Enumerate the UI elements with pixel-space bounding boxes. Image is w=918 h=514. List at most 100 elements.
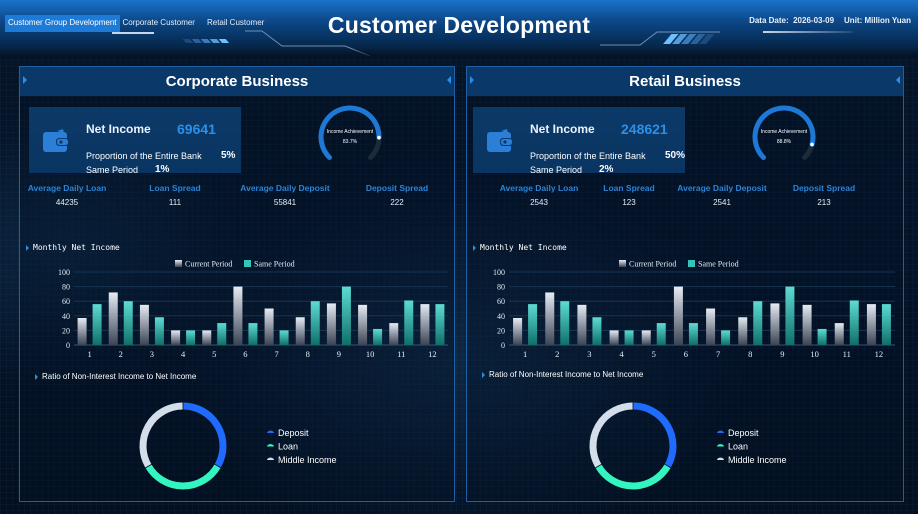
bar-same-period[interactable] <box>753 301 763 345</box>
bar-current-period[interactable] <box>673 286 683 345</box>
bar-current-period[interactable] <box>171 330 181 345</box>
bar-current-period[interactable] <box>77 317 87 345</box>
bar-same-period[interactable] <box>435 304 445 345</box>
bar-same-period[interactable] <box>217 323 227 345</box>
bar-current-period[interactable] <box>389 323 399 345</box>
stat-value: 2543 <box>530 198 548 207</box>
bar-current-period[interactable] <box>233 286 243 345</box>
legend-item-loan[interactable]: Loan <box>267 442 298 452</box>
bar-current-period[interactable] <box>706 308 716 346</box>
donut-segment-middle-income[interactable] <box>139 402 183 468</box>
legend-item-deposit[interactable]: Deposit <box>267 428 309 438</box>
svg-text:7: 7 <box>716 349 720 359</box>
bar-current-period[interactable] <box>295 317 305 345</box>
svg-text:4: 4 <box>619 349 624 359</box>
bar-same-period[interactable] <box>849 300 859 345</box>
income-achievement-gauge[interactable]: Income Achievement 88.8% <box>746 103 826 173</box>
bar-same-period[interactable] <box>123 301 133 345</box>
bar-same-period[interactable] <box>881 304 891 345</box>
non-interest-income-donut[interactable]: Deposit Loan Middle Income <box>467 367 903 497</box>
donut-segment-deposit[interactable] <box>183 402 227 468</box>
bar-same-period[interactable] <box>310 301 320 345</box>
legend-item-middle-income[interactable]: Middle Income <box>267 455 337 465</box>
bar-current-period[interactable] <box>577 304 587 345</box>
bar-same-period[interactable] <box>373 328 383 345</box>
svg-text:3: 3 <box>150 349 154 359</box>
bar-current-period[interactable] <box>139 304 149 345</box>
bar-same-period[interactable] <box>404 300 414 345</box>
bar-same-period[interactable] <box>592 317 602 345</box>
legend-item-loan[interactable]: Loan <box>717 442 748 452</box>
gauge-value: 83.7% <box>343 139 358 145</box>
donut-segment-loan[interactable] <box>595 464 671 490</box>
stat-value: 55841 <box>273 198 297 207</box>
svg-text:0: 0 <box>66 341 70 350</box>
net-income-card: Net Income 248621 Proportion of the Enti… <box>473 107 685 175</box>
bar-same-period[interactable] <box>656 323 666 345</box>
non-interest-income-donut[interactable]: Deposit Loan Middle Income <box>20 367 456 497</box>
svg-text:20: 20 <box>497 326 505 335</box>
nav-tab-corporate-customer[interactable]: Corporate Customer <box>122 18 195 27</box>
nav-underline <box>112 32 154 34</box>
bar-current-period[interactable] <box>770 303 780 345</box>
monthly-net-income-title: Monthly Net Income <box>473 243 567 252</box>
bar-same-period[interactable] <box>785 286 795 345</box>
bar-same-period[interactable] <box>817 328 827 345</box>
bar-same-period[interactable] <box>721 330 731 345</box>
bar-current-period[interactable] <box>513 317 523 345</box>
legend-item-middle-income[interactable]: Middle Income <box>717 455 787 465</box>
nav-tab-customer-group-development[interactable]: Customer Group Development <box>5 15 120 32</box>
bar-current-period[interactable] <box>420 304 430 345</box>
svg-text:100: 100 <box>493 268 505 277</box>
bar-same-period[interactable] <box>248 323 258 345</box>
bar-same-period[interactable] <box>92 304 102 345</box>
bar-current-period[interactable] <box>326 303 336 345</box>
stat-label: Average Daily Loan <box>499 183 579 193</box>
svg-text:1: 1 <box>523 349 527 359</box>
bar-same-period[interactable] <box>341 286 351 345</box>
svg-text:6: 6 <box>684 349 688 359</box>
bar-current-period[interactable] <box>545 292 555 345</box>
bar-same-period[interactable] <box>560 301 570 345</box>
bar-current-period[interactable] <box>641 330 651 345</box>
bar-current-period[interactable] <box>609 330 619 345</box>
svg-text:8: 8 <box>306 349 310 359</box>
stat-deposit-spread: Deposit Spread 222 <box>337 183 457 207</box>
legend-item-deposit[interactable]: Deposit <box>717 428 759 438</box>
ratio-title-text: Ratio of Non-Interest Income to Net Inco… <box>42 372 197 381</box>
bar-current-period[interactable] <box>202 330 212 345</box>
bar-same-period[interactable] <box>624 330 634 345</box>
bar-same-period[interactable] <box>154 317 164 345</box>
bullet-arrow-icon <box>482 371 485 378</box>
svg-text:6: 6 <box>243 349 247 359</box>
bar-current-period[interactable] <box>834 323 844 345</box>
income-achievement-gauge[interactable]: Income Achievement 83.7% <box>312 103 392 173</box>
bar-current-period[interactable] <box>866 304 876 345</box>
bar-same-period[interactable] <box>688 323 698 345</box>
bar-current-period[interactable] <box>802 304 812 345</box>
bar-same-period[interactable] <box>528 304 538 345</box>
stat-label: Loan Spread <box>603 183 655 193</box>
donut-segment-middle-income[interactable] <box>589 402 633 468</box>
unit-label: Unit: Million Yuan <box>844 16 911 25</box>
svg-text:Middle Income: Middle Income <box>728 455 787 465</box>
nav-tab-retail-customer[interactable]: Retail Customer <box>206 18 265 27</box>
wallet-icon <box>43 129 69 152</box>
donut-segment-loan[interactable] <box>145 464 221 490</box>
bar-current-period[interactable] <box>738 317 748 345</box>
bar-same-period[interactable] <box>279 330 289 345</box>
bar-current-period[interactable] <box>358 304 368 345</box>
svg-text:12: 12 <box>875 349 884 359</box>
bar-current-period[interactable] <box>108 292 118 345</box>
donut-segment-deposit[interactable] <box>633 402 677 468</box>
bar-current-period[interactable] <box>264 308 274 346</box>
svg-text:7: 7 <box>274 349 278 359</box>
bar-same-period[interactable] <box>186 330 196 345</box>
data-date-value: 2026-03-09 <box>793 16 835 25</box>
monthly-title-text: Monthly Net Income <box>480 243 567 252</box>
svg-text:Deposit: Deposit <box>278 428 309 438</box>
arrow-right-icon <box>23 76 27 84</box>
header-fade <box>0 48 918 58</box>
